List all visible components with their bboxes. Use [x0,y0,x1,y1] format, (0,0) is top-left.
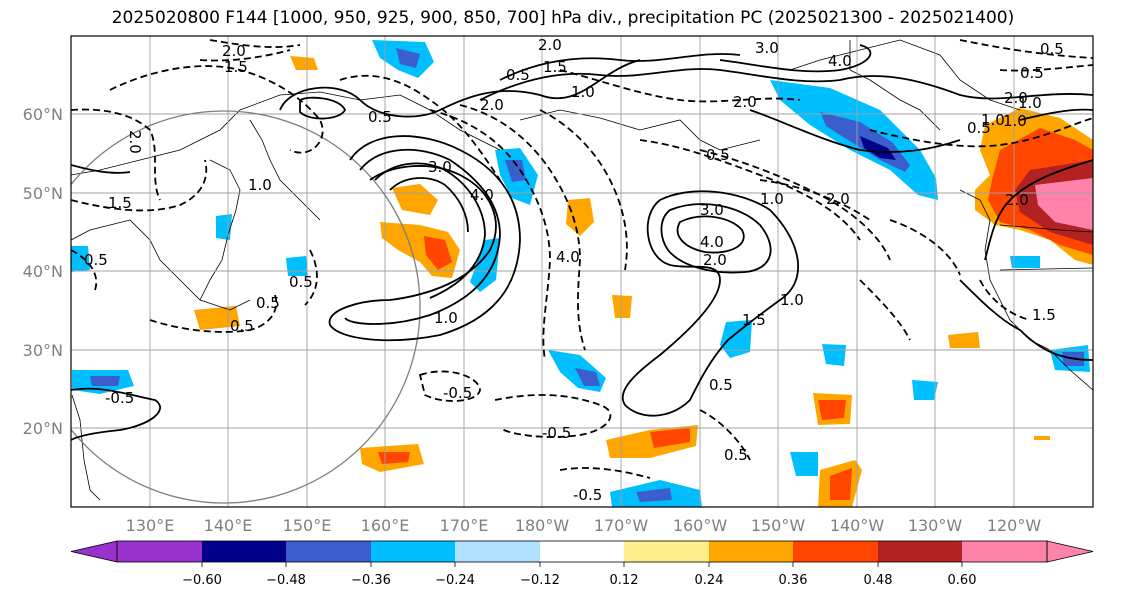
coastlines [71,39,1093,501]
colorbar-segment [793,541,878,562]
lat-label: 50°N [23,184,63,203]
contour-label: 1.0 [434,309,458,327]
colorbar-tick: −0.60 [182,573,222,588]
lon-label: 160°E [361,516,410,535]
contour-label: 1.5 [108,194,132,212]
colorbar-segment [371,541,455,562]
contour-label: 2.0 [826,190,850,208]
lon-label: 140°E [204,516,253,535]
contour-label: 0.5 [724,446,748,464]
contour-label: 4.0 [470,186,494,204]
contour-label: 3.0 [755,39,779,57]
contour-labels: 2.0 1.5 2.0 1.0 1.5 0.5 2.0 0.5 3.0 4.0 … [84,36,1064,504]
contour-label: 0.5 [1040,40,1064,58]
plot-frame [70,35,1094,508]
colorbar-segment [540,541,624,562]
colorbar-segment [286,541,371,562]
contour-label: 0.5 [289,273,313,291]
colorbar-tick: 0.48 [864,573,893,588]
contour-label: 1.0 [780,291,804,309]
colorbar-segment [709,541,793,562]
contour-label: 2.0 [1005,191,1029,209]
contour-label: 4.0 [828,52,852,70]
lon-label: 170°W [594,516,649,535]
contour-label: 2.0 [538,36,562,54]
lon-label: 180°W [515,516,570,535]
colorbar-segment [624,541,709,562]
contour-label: 2.0 [126,130,144,154]
colorbar-segment [455,541,540,562]
contour-label: 0.5 [506,66,530,84]
contour-label: 1.5 [742,311,766,329]
graticule [71,36,1093,507]
precip-shading [71,40,1093,507]
colorbar-segment [878,541,962,562]
lon-label: 130°W [908,516,963,535]
colorbar-segment [202,541,286,562]
colorbar-high-extend [1046,540,1094,563]
lon-label: 150°E [283,516,332,535]
lat-label: 60°N [23,105,63,124]
lat-label: 40°N [23,262,63,281]
lon-label: 160°W [673,516,728,535]
lon-label: 170°E [440,516,489,535]
colorbar-tick: 0.12 [610,573,639,588]
colorbar-tick: 0.36 [779,573,808,588]
contour-label: -0.5 [105,389,134,407]
contour-label: 2.0 [733,93,757,111]
colorbar-tick: −0.12 [520,573,560,588]
contour-label: -0.5 [542,424,571,442]
colorbar-tick: −0.48 [266,573,306,588]
contour-label: 1.5 [224,58,248,76]
contour-label: 2.0 [480,96,504,114]
lat-label: 30°N [23,341,63,360]
contour-label: 1.5 [1032,306,1056,324]
longitude-labels: 130°E 140°E 150°E 160°E 170°E 180°W 170°… [126,516,1042,535]
colorbar-tick: 0.24 [695,573,724,588]
colorbar-low-extend [70,540,118,563]
latitude-labels: 60°N 50°N 40°N 30°N 20°N [23,105,63,438]
contour-label: 2.0 [1004,89,1028,107]
contour-label: 1.0 [981,111,1005,129]
negative-contours [71,39,1093,479]
contour-label: -0.5 [443,384,472,402]
colorbar: −0.60 −0.48 −0.36 −0.24 −0.12 0.12 0.24 … [70,540,1094,588]
contour-label: 0.5 [967,119,991,137]
lon-label: 130°E [126,516,175,535]
contour-label: -0.5 [573,486,602,504]
lon-label: 150°W [751,516,806,535]
contour-label: 1.0 [571,83,595,101]
contour-label: 1.5 [543,58,567,76]
colorbar-segment [117,541,202,562]
contour-label: 4.0 [700,233,724,251]
contour-label: 0.5 [84,251,108,269]
colorbar-tick: −0.36 [351,573,391,588]
contour-label: 1.0 [760,190,784,208]
colorbar-tick: 0.60 [948,573,977,588]
map-title: 2025020800 F144 [1000, 950, 925, 900, 85… [111,8,1015,28]
contour-label: 0.5 [709,376,733,394]
lat-label: 20°N [23,419,63,438]
contour-label: 3.0 [700,201,724,219]
contour-label: 1.0 [248,176,272,194]
reference-circle [71,110,421,504]
contour-label: 2.0 [222,42,246,60]
contour-label: 0.5 [1020,64,1044,82]
lon-label: 120°W [987,516,1042,535]
contour-label: 0.5 [706,146,730,164]
plot-area: 2.0 1.5 2.0 1.0 1.5 0.5 2.0 0.5 3.0 4.0 … [71,36,1093,507]
contour-label: 0.5 [368,108,392,126]
colorbar-segment [962,541,1047,562]
contour-label: 0.5 [256,294,280,312]
contour-label: 2.0 [703,251,727,269]
lon-label: 140°W [830,516,885,535]
contour-label: 3.0 [428,158,452,176]
contour-label: 0.5 [230,317,254,335]
contour-label: 4.0 [556,248,580,266]
positive-contours [71,44,1093,441]
colorbar-tick: −0.24 [435,573,475,588]
contour-label: 1.0 [1018,94,1042,112]
contour-label: 1.0 [1003,112,1027,130]
